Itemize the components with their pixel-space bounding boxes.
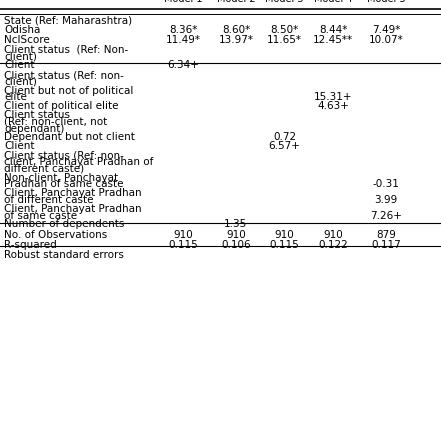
Text: Dependant but not client: Dependant but not client [4, 132, 135, 142]
Text: 12.45**: 12.45** [313, 35, 353, 45]
Text: Model 2: Model 2 [217, 0, 255, 4]
Text: 910: 910 [323, 230, 343, 240]
Text: elite: elite [4, 92, 27, 102]
Text: 0.106: 0.106 [221, 240, 251, 250]
Text: Client, Panchayat Pradhan: Client, Panchayat Pradhan [4, 188, 142, 198]
Text: Client but not of political: Client but not of political [4, 86, 134, 95]
Text: 0.122: 0.122 [318, 240, 348, 250]
Text: 15.31+: 15.31+ [314, 92, 352, 102]
Text: Non-client, Panchayat: Non-client, Panchayat [4, 173, 119, 182]
Text: 8.36*: 8.36* [169, 25, 197, 34]
Text: 910: 910 [173, 230, 193, 240]
Text: 8.44*: 8.44* [319, 25, 347, 34]
Text: (Ref: non-client, not: (Ref: non-client, not [4, 117, 108, 127]
Text: dependant): dependant) [4, 124, 65, 133]
Text: client): client) [4, 77, 37, 87]
Text: -0.31: -0.31 [373, 179, 399, 189]
Text: Model 5: Model 5 [366, 0, 405, 4]
Text: Pradhan of same caste: Pradhan of same caste [4, 179, 124, 189]
Text: 6.34+: 6.34+ [167, 60, 199, 70]
Text: 910: 910 [226, 230, 246, 240]
Text: Model 3: Model 3 [265, 0, 304, 4]
Text: 8.60*: 8.60* [222, 25, 250, 34]
Text: Model 4: Model 4 [314, 0, 352, 4]
Text: of same caste: of same caste [4, 211, 78, 220]
Text: Odisha: Odisha [4, 25, 41, 34]
Text: 879: 879 [376, 230, 396, 240]
Text: Client: Client [4, 60, 35, 70]
Text: 0.72: 0.72 [273, 132, 296, 142]
Text: Robust standard errors: Robust standard errors [4, 250, 124, 260]
Text: Number of dependents: Number of dependents [4, 219, 125, 229]
Text: Client status (Ref: non-: Client status (Ref: non- [4, 70, 124, 80]
Text: of different caste: of different caste [4, 195, 94, 205]
Text: 11.49*: 11.49* [165, 35, 201, 45]
Text: 0.117: 0.117 [371, 240, 401, 250]
Text: 6.57+: 6.57+ [269, 141, 300, 151]
Text: 1.35: 1.35 [224, 219, 247, 229]
Text: State (Ref: Maharashtra): State (Ref: Maharashtra) [4, 16, 133, 25]
Text: different caste): different caste) [4, 164, 85, 173]
Text: Client, Panchayat Pradhan: Client, Panchayat Pradhan [4, 204, 142, 214]
Text: 910: 910 [275, 230, 294, 240]
Text: No. of Observations: No. of Observations [4, 230, 108, 240]
Text: Client of political elite: Client of political elite [4, 101, 119, 111]
Text: 3.99: 3.99 [374, 195, 397, 205]
Text: Model 1: Model 1 [164, 0, 202, 4]
Text: Client: Client [4, 141, 35, 151]
Text: R-squared: R-squared [4, 240, 57, 250]
Text: 10.07*: 10.07* [369, 35, 403, 45]
Text: client, Panchayat Pradhan of: client, Panchayat Pradhan of [4, 157, 154, 167]
Text: client): client) [4, 51, 37, 61]
Text: 8.50*: 8.50* [270, 25, 299, 34]
Text: 4.63+: 4.63+ [317, 101, 349, 111]
Text: Client status: Client status [4, 110, 71, 120]
Text: Client status  (Ref: Non-: Client status (Ref: Non- [4, 45, 129, 54]
Text: 0.115: 0.115 [168, 240, 198, 250]
Text: 7.49*: 7.49* [372, 25, 400, 34]
Text: NclScore: NclScore [4, 35, 50, 45]
Text: Client status (Ref: non-: Client status (Ref: non- [4, 150, 124, 160]
Text: 11.65*: 11.65* [267, 35, 302, 45]
Text: 0.115: 0.115 [269, 240, 299, 250]
Text: 13.97*: 13.97* [218, 35, 254, 45]
Text: 7.26+: 7.26+ [370, 211, 402, 220]
